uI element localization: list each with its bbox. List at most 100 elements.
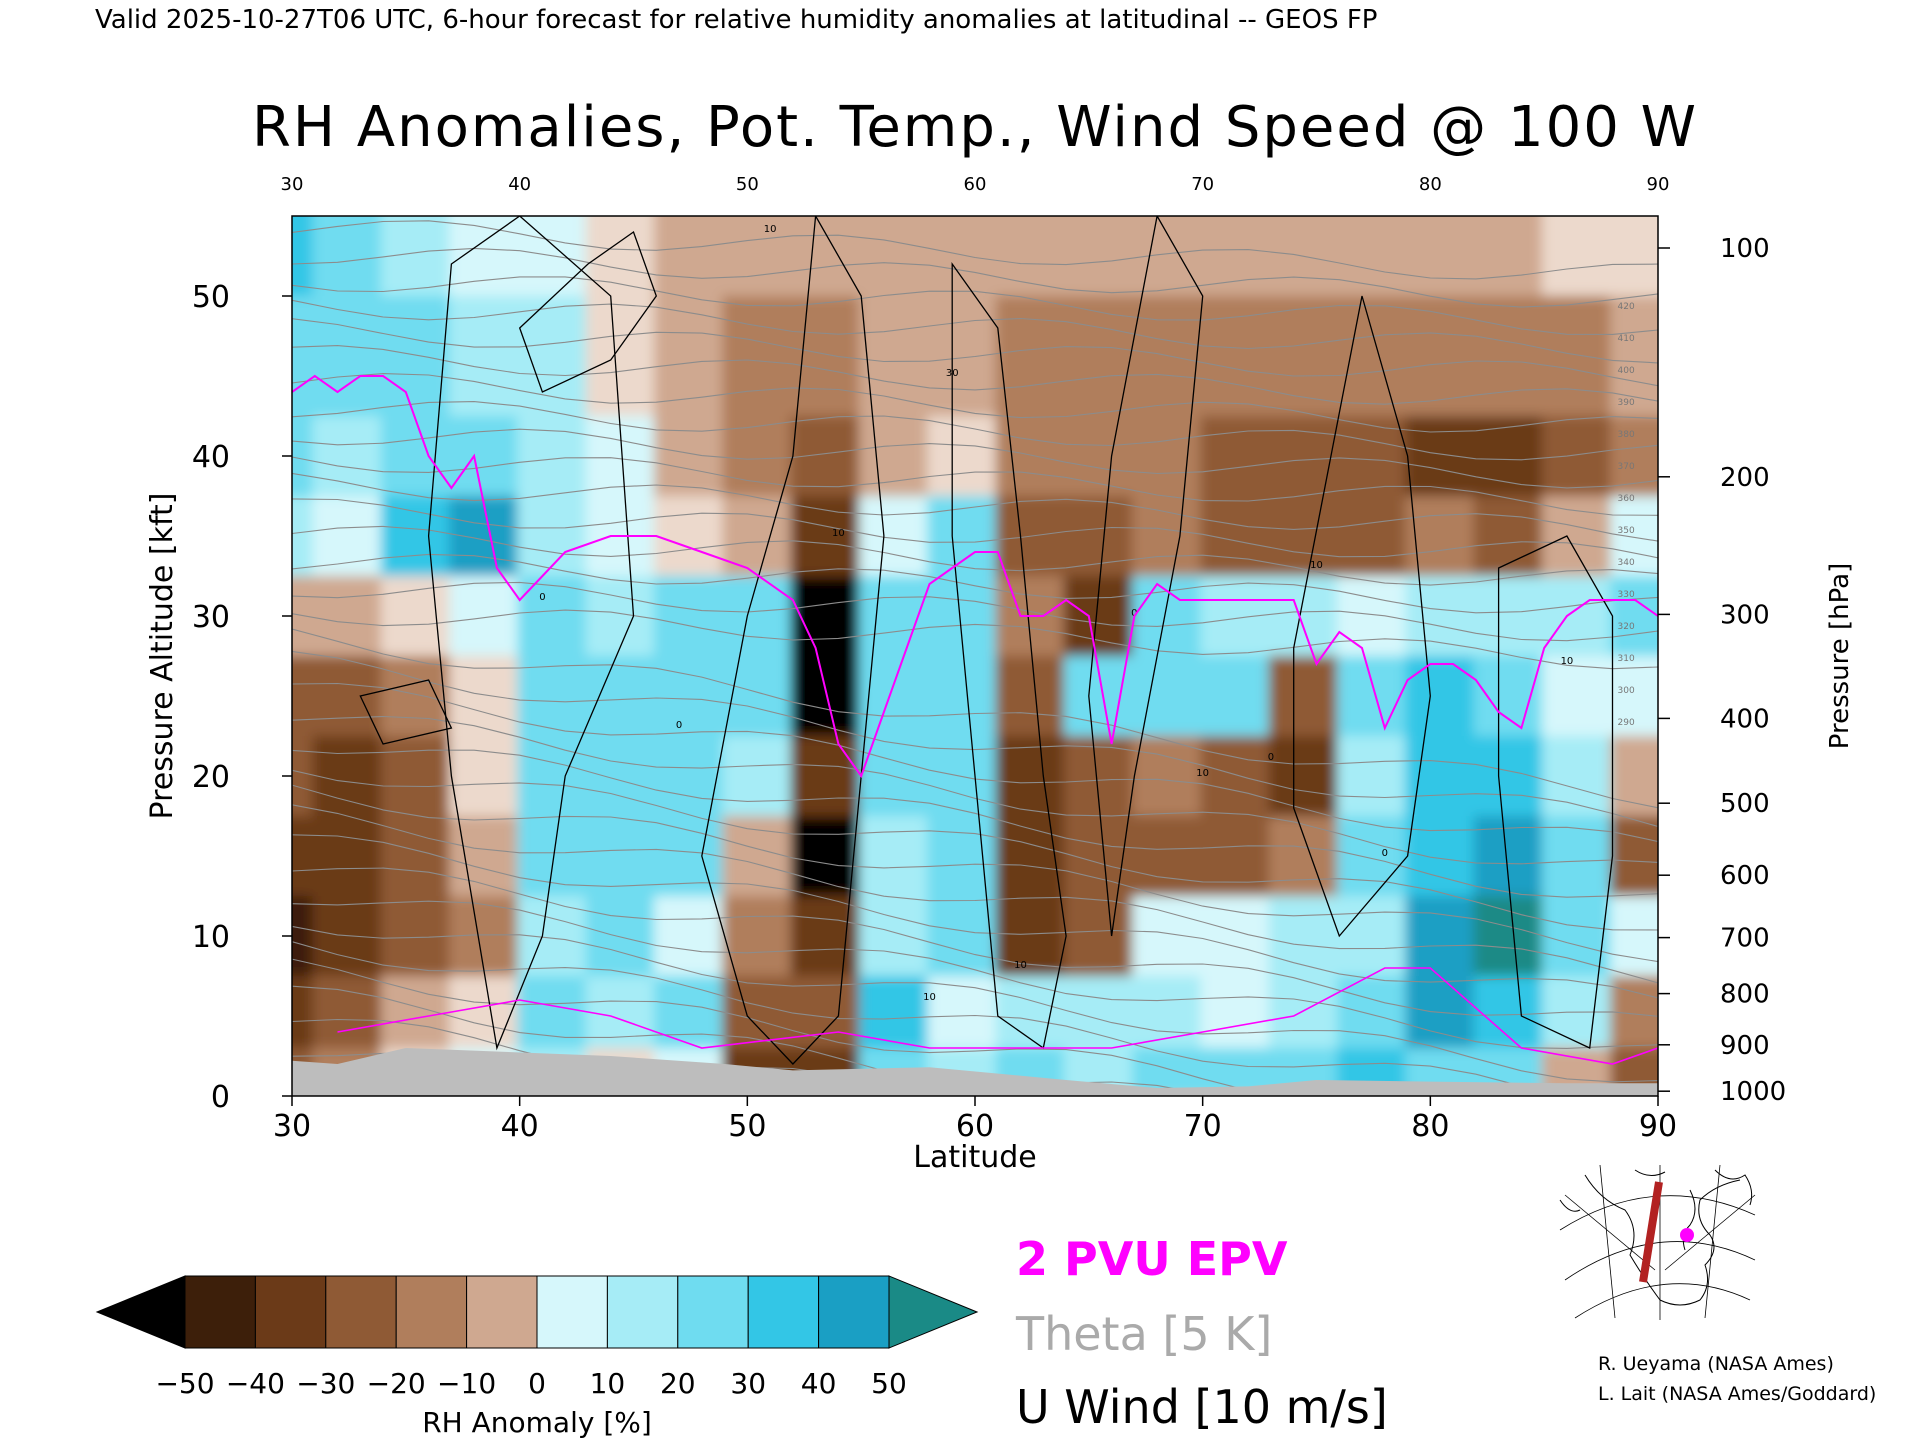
theta-contour [292,941,1558,1096]
theta-contour [292,456,1658,516]
colorbar: −50 −40 −30 −20 −10 0 10 20 30 40 50 RH Anomaly [%… [95,1275,979,1439]
u-wind-label: 10 [1310,560,1323,571]
u-wind-contour [701,216,885,1065]
theta-label: 360 [1618,494,1635,504]
theta-contour [292,318,1658,387]
legend-theta: Theta [5 K] [1015,1307,1272,1361]
top-tick-label: 90 [1647,174,1670,195]
theta-contour [292,428,1658,489]
colorbar-box [536,1275,608,1349]
theta-contour [292,749,1658,898]
theta-label: 390 [1618,398,1635,408]
colorbar-box [606,1275,679,1349]
pressure-tick-label: 1000 [1720,1077,1786,1107]
y-tick-label: 40 [192,440,230,475]
colorbar-over-triangle [888,1275,979,1349]
map-coastlines [1559,1169,1753,1306]
plot-area: 4204104003903803703603503403303203103002… [192,174,1786,1144]
theta-contour [292,715,1658,865]
pressure-tick-label: 500 [1720,789,1770,819]
theta-label: 330 [1618,590,1635,600]
valid-line: Valid 2025-10-27T06 UTC, 6-hour forecast… [95,5,1377,35]
x-tick-label: 30 [273,1109,311,1144]
top-tick-label: 60 [964,174,987,195]
credits: R. Ueyama (NASA Ames) L. Lait (NASA Ames… [1598,1353,1876,1405]
rh-cell [1610,216,1658,296]
theta-label: 350 [1618,526,1635,536]
u-wind-contours: 10 0 10 30 10 0 10 0 10 0 10 0 10 [359,216,1614,1065]
u-wind-label: 0 [539,592,545,603]
top-tick-label: 40 [508,174,531,195]
u-wind-label: 10 [832,528,845,539]
u-wind-label: 0 [1131,608,1137,619]
colorbar-tick-label: 30 [730,1367,766,1400]
colorbar-tick-label: −20 [367,1367,426,1400]
map-inset [1558,1164,1758,1320]
theta-contour [292,345,1658,405]
theta-contour [292,650,1658,828]
pressure-tick-label: 800 [1720,980,1770,1010]
pressure-tick-label: 300 [1720,600,1770,630]
x-tick-label: 80 [1411,1109,1449,1144]
u-wind-contour [427,216,635,1051]
rh-cell [1610,896,1658,976]
theta-contour [292,769,1658,931]
x-tick-label: 60 [956,1109,994,1144]
colorbar-box [818,1275,890,1349]
theta-contour [292,553,1658,614]
top-tick-label: 70 [1191,174,1214,195]
y-tick-label: 50 [192,280,230,315]
theta-contour [292,834,1658,999]
theta-label: 320 [1618,622,1635,632]
theta-contour [292,1018,922,1096]
u-wind-label: 0 [1382,848,1388,859]
legend-epv: 2 PVU EPV [1016,1232,1288,1286]
theta-contour [292,276,1658,335]
u-wind-label: 10 [1014,960,1027,971]
colorbar-box [254,1275,327,1349]
theta-contour [292,900,1658,1049]
colorbar-tick-label: −30 [296,1367,355,1400]
terrain-mask [292,1048,1658,1096]
theta-contour [292,401,1658,461]
colorbar-tick-label: −50 [155,1367,214,1400]
x-tick-label: 70 [1184,1109,1222,1144]
rh-cell [1610,296,1658,416]
theta-contour [292,247,1658,308]
pressure-tick-label: 900 [1720,1031,1770,1061]
theta-contour [292,299,1658,364]
pressure-tick-label: 600 [1720,861,1770,891]
colorbar-box [466,1275,538,1349]
epv-2pvu-low-line [337,967,1658,1065]
theta-contour [292,925,1658,1083]
theta-label: 310 [1618,654,1635,664]
theta-label: 400 [1618,366,1635,376]
credit-line-1: R. Ueyama (NASA Ames) [1598,1353,1834,1375]
u-wind-label: 0 [676,720,682,731]
colorbar-tick-label: 40 [801,1367,837,1400]
rh-cell [1610,576,1658,656]
theta-contour [292,472,1658,542]
map-cross-section-track [1639,1181,1663,1283]
theta-contour [292,581,1658,642]
rh-cell [1610,416,1658,496]
theta-label: 420 [1618,302,1635,312]
u-wind-label: 0 [1268,752,1274,763]
epv-2pvu-line [292,374,1658,779]
theta-contour [292,958,1285,1096]
theta-label: 380 [1618,430,1635,440]
colorbar-box [184,1275,256,1349]
chart-title: RH Anomalies, Pot. Temp., Wind Speed @ 1… [252,95,1698,160]
colorbar-tick-labels: −50 −40 −30 −20 −10 0 10 20 30 40 50 [155,1367,906,1400]
y-axis-label-left: Pressure Altitude [kft] [145,493,180,820]
top-tick-label: 80 [1419,174,1442,195]
theta-label: 290 [1618,718,1635,728]
colorbar-tick-label: −10 [437,1367,496,1400]
colorbar-box [677,1275,749,1349]
u-wind-contour [1497,535,1614,1049]
u-wind-label: 10 [764,224,777,235]
u-wind-label: 10 [1196,768,1209,779]
u-wind-label: 10 [1561,656,1574,667]
x-axis-label: Latitude [913,1140,1036,1175]
